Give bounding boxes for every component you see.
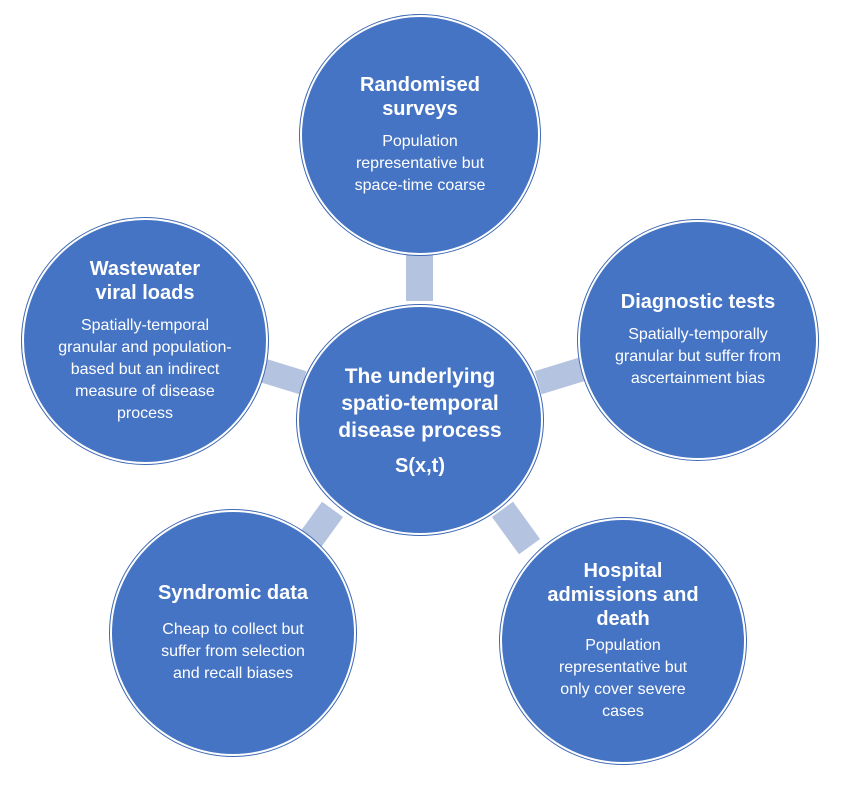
connector-surveys: [406, 255, 433, 301]
node-title: Hospital admissions and death: [547, 560, 699, 630]
node-syndromic-data: Syndromic data Cheap to collect but suff…: [110, 510, 356, 756]
node-hospital-admissions: Hospital admissions and death Population…: [500, 518, 746, 764]
center-formula: S(x,t): [395, 454, 445, 477]
node-description: Population representative but space-time…: [354, 133, 486, 194]
connector-hospital: [491, 501, 541, 555]
node-description: Population representative but only cover…: [558, 637, 688, 720]
node-randomised-surveys: Randomised surveys Population representa…: [300, 15, 540, 255]
node-description: Spatially-temporally granular but suffer…: [614, 326, 781, 387]
node-title: Diagnostic tests: [620, 291, 776, 313]
node-wastewater-viral-loads: Wastewater viral loads Spatially-tempora…: [22, 218, 268, 464]
node-title: Wastewater viral loads: [89, 258, 201, 304]
node-diagnostic-tests: Diagnostic tests Spatially-temporally gr…: [578, 220, 818, 460]
center-node: The underlying spatio-temporal disease p…: [297, 305, 543, 535]
center-title: The underlying spatio-temporal disease p…: [338, 364, 502, 442]
node-title: Randomised surveys: [359, 74, 481, 120]
node-description: Cheap to collect but suffer from selecti…: [161, 621, 305, 682]
connector-diagnostic: [534, 357, 586, 395]
node-title: Syndromic data: [157, 582, 309, 604]
node-description: Spatially-temporal granular and populati…: [58, 317, 232, 422]
